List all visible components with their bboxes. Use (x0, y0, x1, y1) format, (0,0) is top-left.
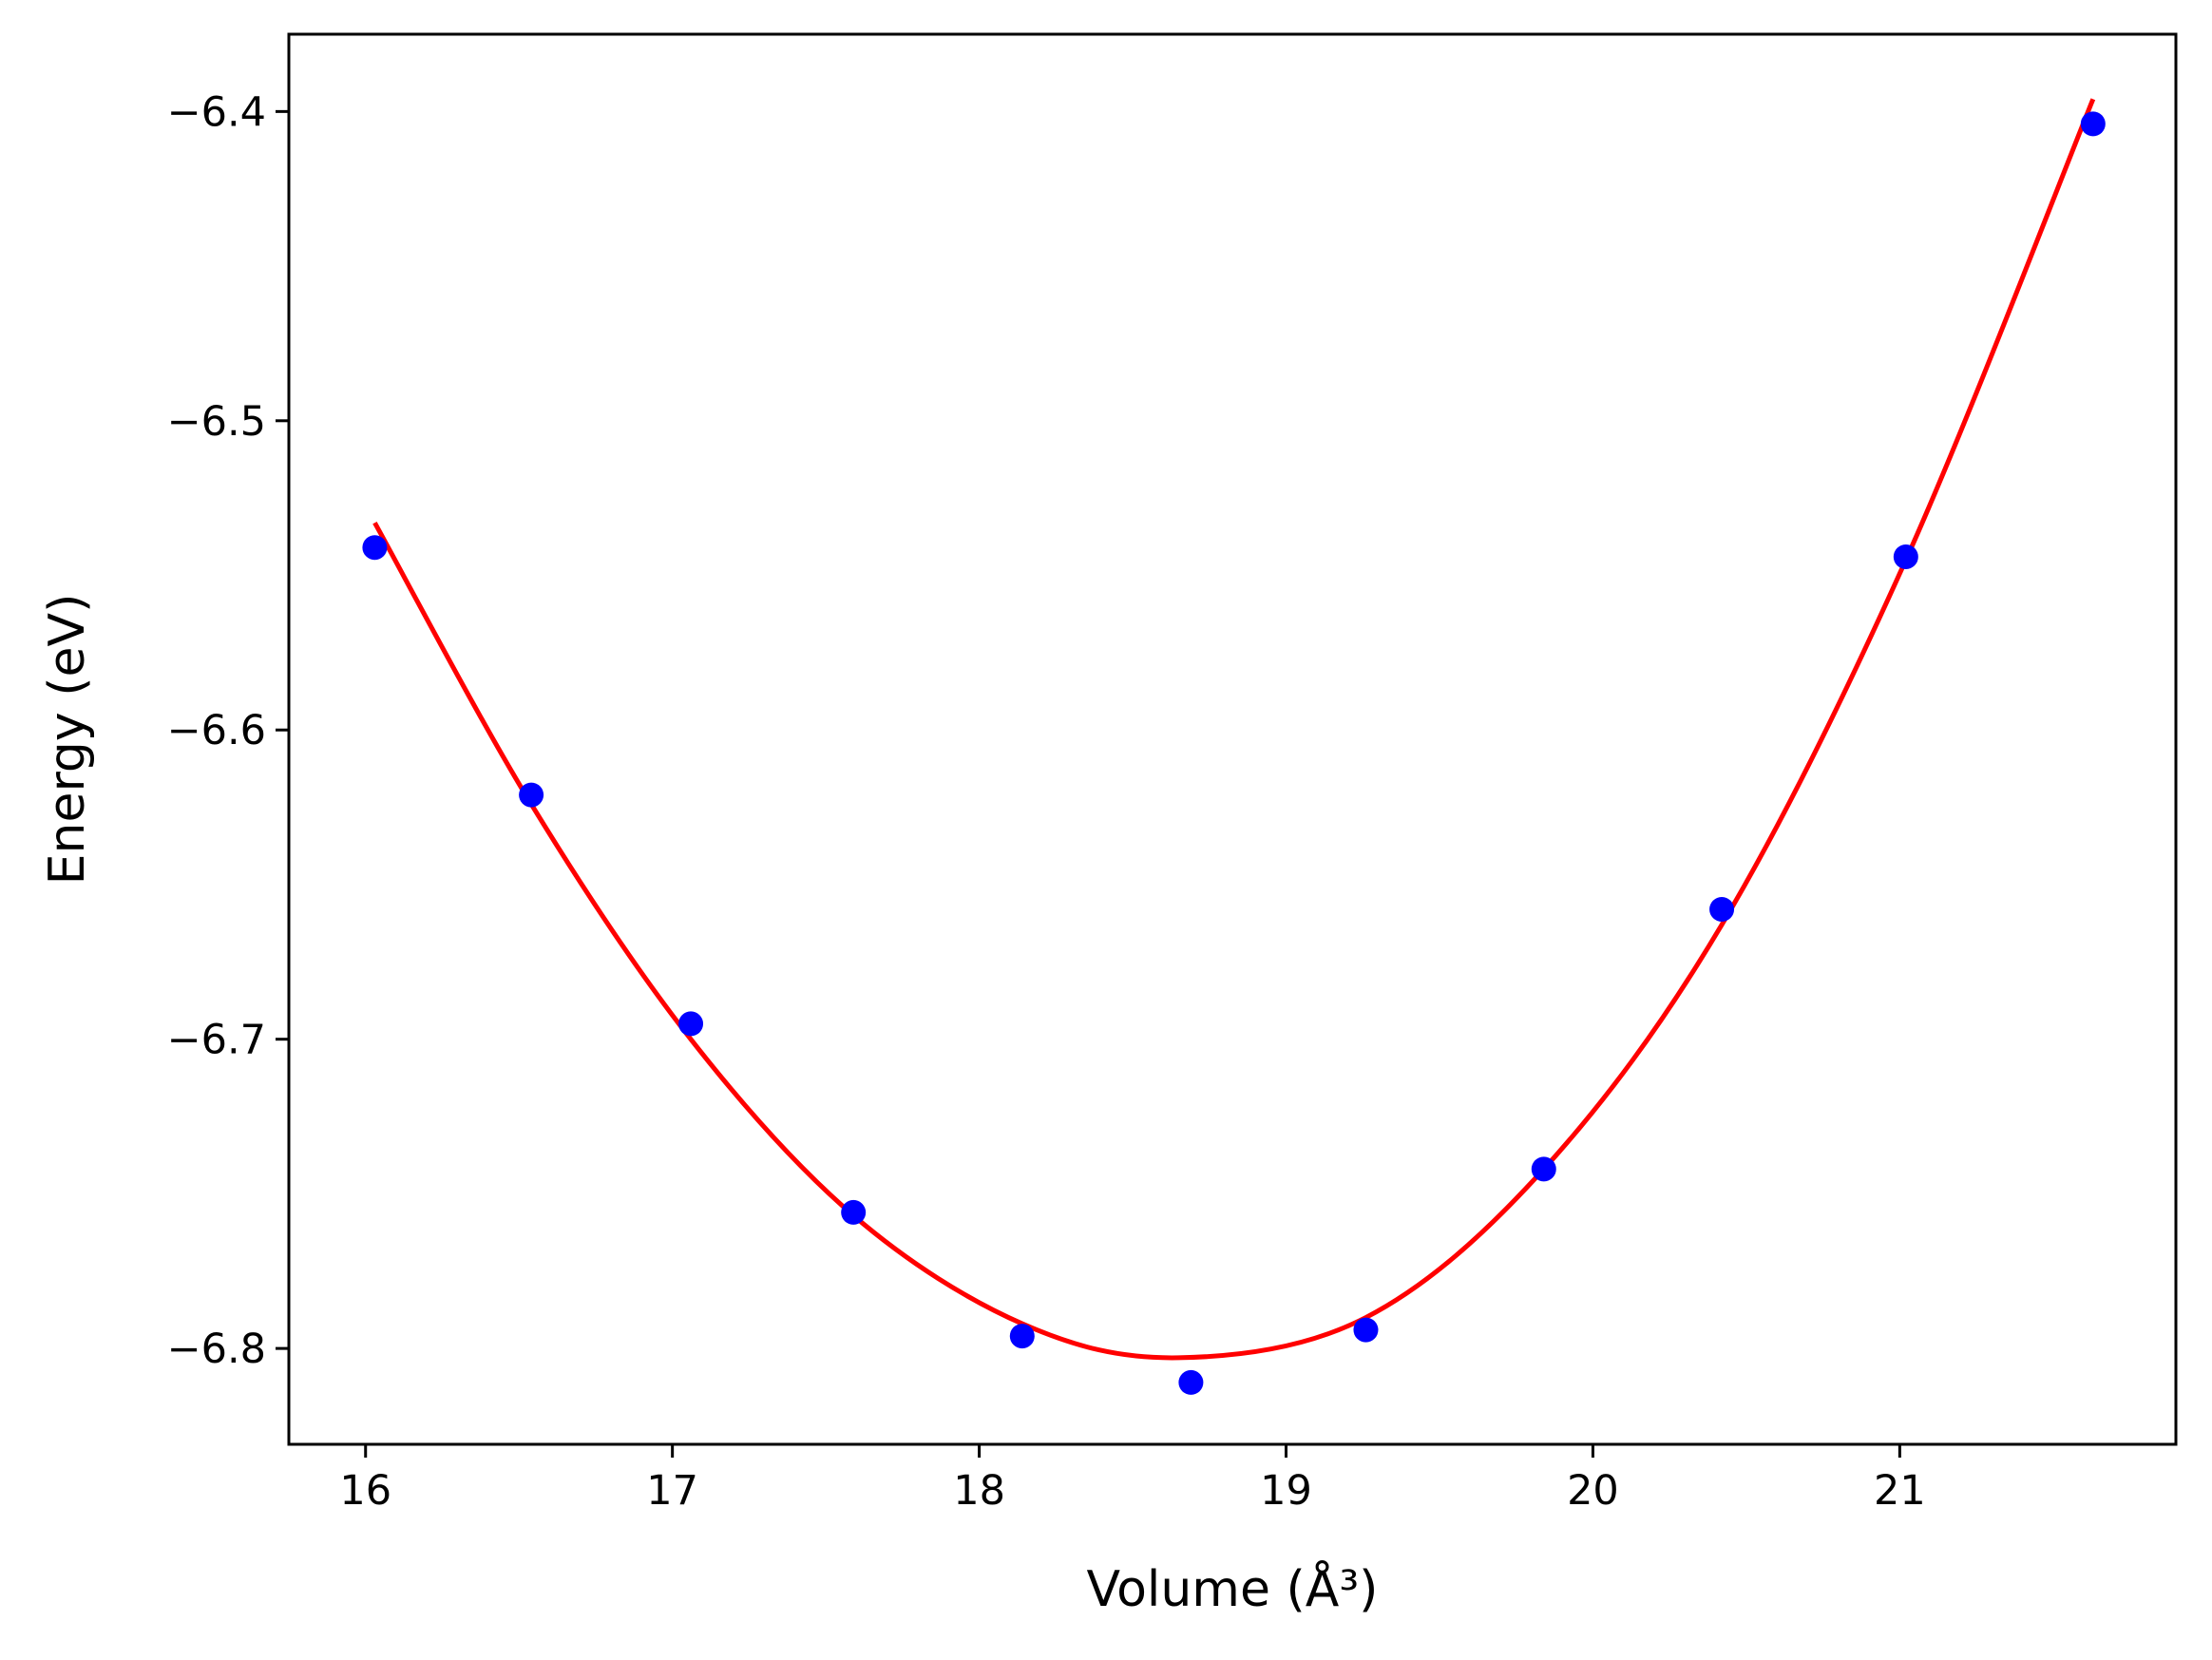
fit-curve-layer (372, 98, 2096, 1361)
data-point (519, 782, 544, 808)
y-tick-label: −6.6 (167, 707, 266, 754)
x-tick-label: 16 (339, 1467, 391, 1515)
x-tick-label: 19 (1260, 1467, 1312, 1515)
x-axis-ticks: 16 17 18 19 20 21 (339, 1444, 1926, 1515)
y-tick-label: −6.5 (167, 398, 266, 446)
y-axis-ticks: −6.4 −6.5 −6.6 −6.7 −6.8 (167, 88, 289, 1373)
y-axis-label: Energy (eV) (39, 594, 96, 886)
y-tick-label: −6.7 (167, 1017, 266, 1064)
plot-frame (287, 32, 2178, 1446)
data-point (1531, 1156, 1556, 1182)
x-axis-label: Volume (Å³) (1087, 1559, 1379, 1618)
x-tick-label: 18 (953, 1467, 1005, 1515)
y-tick-label: −6.8 (167, 1326, 266, 1373)
data-point (841, 1199, 867, 1225)
fit-curve-line (372, 98, 2096, 1361)
data-point (1893, 544, 1918, 569)
data-point (1009, 1324, 1035, 1349)
data-points-layer (362, 111, 2106, 1395)
data-point (362, 535, 388, 561)
data-point (2080, 111, 2106, 137)
x-tick-label: 20 (1567, 1467, 1619, 1515)
data-point (1178, 1369, 1204, 1395)
data-point (1709, 896, 1735, 922)
y-tick-label: −6.4 (167, 88, 266, 136)
data-point (1353, 1317, 1379, 1343)
data-point (678, 1011, 704, 1037)
x-tick-label: 17 (646, 1467, 698, 1515)
x-tick-label: 21 (1874, 1467, 1926, 1515)
